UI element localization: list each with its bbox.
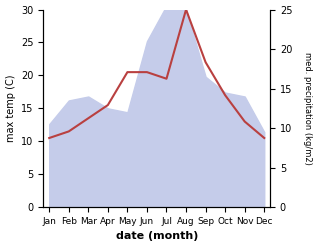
Y-axis label: med. precipitation (kg/m2): med. precipitation (kg/m2) [303,52,313,165]
Y-axis label: max temp (C): max temp (C) [5,75,16,142]
X-axis label: date (month): date (month) [115,231,198,242]
